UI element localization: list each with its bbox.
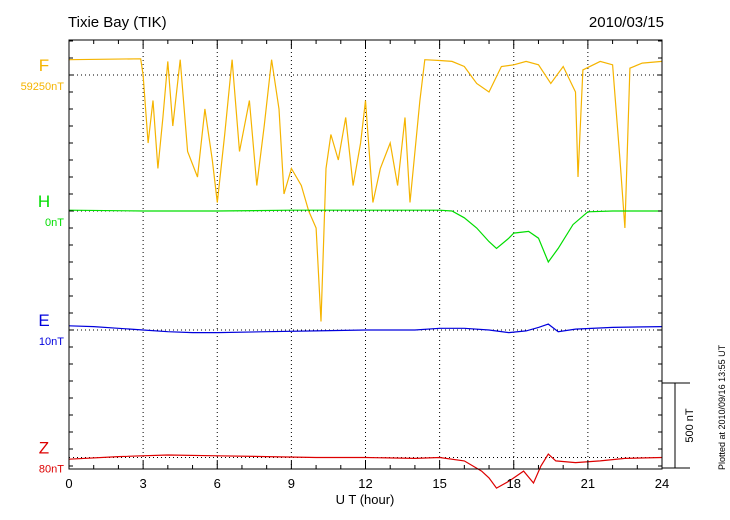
baseline-label-h: 0nT	[45, 217, 64, 229]
x-tick-label: 3	[140, 476, 147, 491]
x-tick-label: 24	[655, 476, 669, 491]
station-title: Tixie Bay (TIK)	[68, 14, 167, 31]
series-line-z	[68, 453, 663, 489]
baseline-label-z: 80nT	[39, 464, 64, 476]
series-name-f: F	[39, 56, 49, 75]
x-tick-label: 21	[581, 476, 595, 491]
x-tick-label: 12	[358, 476, 372, 491]
series-line-e	[68, 323, 663, 334]
series-line-f	[68, 58, 663, 322]
plot-frame	[68, 39, 663, 470]
series-name-z: Z	[39, 439, 49, 458]
date-label: 2010/03/15	[589, 14, 664, 31]
x-tick-label: 18	[507, 476, 521, 491]
baseline-label-f: 59250nT	[21, 81, 65, 93]
x-tick-label: 6	[214, 476, 221, 491]
series-line-h	[68, 209, 662, 264]
baseline-label-e: 10nT	[39, 336, 64, 348]
x-tick-label: 0	[65, 476, 72, 491]
x-axis-label: U T (hour)	[336, 492, 395, 507]
series-name-h: H	[38, 192, 50, 211]
x-tick-label: 15	[432, 476, 446, 491]
scale-bar-label: 500 nT	[684, 408, 696, 443]
series-name-e: E	[38, 311, 49, 330]
plotted-note: Plotted at 2010/09/16 13:55 UT	[717, 344, 727, 470]
x-tick-label: 9	[288, 476, 295, 491]
